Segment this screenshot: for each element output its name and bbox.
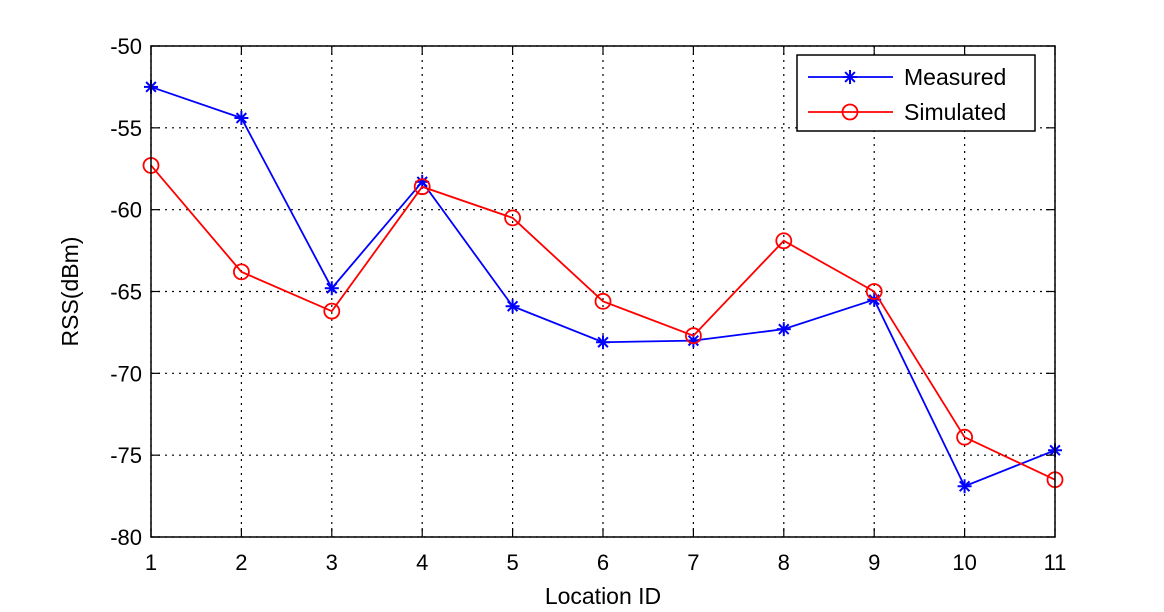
data-point xyxy=(775,232,793,250)
legend-item-simulated: Simulated xyxy=(808,99,1006,125)
series-line xyxy=(150,86,1056,488)
x-axis-label: Location ID xyxy=(545,583,661,609)
data-point xyxy=(596,335,610,350)
asterisk-stroke xyxy=(687,334,700,347)
data-point xyxy=(232,263,250,281)
asterisk-stroke xyxy=(778,323,790,335)
asterisk-stroke xyxy=(958,480,971,492)
legend-label: Measured xyxy=(904,64,1006,90)
data-point xyxy=(776,322,791,337)
x-tick-label: 2 xyxy=(235,550,247,575)
x-tick-label: 3 xyxy=(326,550,338,575)
legend-item-measured: Measured xyxy=(808,64,1006,90)
asterisk-stroke xyxy=(326,282,338,294)
data-point xyxy=(504,209,521,227)
x-tick-label: 5 xyxy=(506,550,518,575)
asterisk-stroke xyxy=(597,336,609,348)
series-line xyxy=(150,164,1056,481)
data-point xyxy=(505,299,520,314)
y-tick-label: -80 xyxy=(110,525,142,550)
data-point xyxy=(685,327,702,345)
x-tick-label: 1 xyxy=(145,550,157,575)
asterisk-stroke xyxy=(506,300,519,312)
data-point xyxy=(957,479,972,494)
data-point xyxy=(865,283,883,300)
y-tick-label: -70 xyxy=(110,361,142,386)
x-tick-label: 7 xyxy=(687,550,699,575)
y-tick-label: -60 xyxy=(110,198,142,223)
data-point xyxy=(413,178,431,196)
legend-box xyxy=(796,54,1036,132)
legend: Measured Simulated xyxy=(796,54,1036,132)
data-point xyxy=(323,302,341,320)
asterisk-stroke xyxy=(844,71,856,83)
y-axis-label: RSS(dBm) xyxy=(57,237,83,347)
ticks: 1 2 3 4 5 6 7 8 9 10 11 -50 -55 -60 -65 -70 -75 -80 xyxy=(110,34,1066,575)
y-tick-label: -55 xyxy=(110,116,142,141)
data-point xyxy=(594,292,612,310)
x-tick-label: 10 xyxy=(952,550,976,575)
y-tick-label: -65 xyxy=(110,280,142,305)
x-tick-label: 6 xyxy=(597,550,609,575)
data-point xyxy=(956,428,973,446)
legend-marker xyxy=(841,103,859,121)
legend-marker xyxy=(843,70,857,84)
x-tick-label: 9 xyxy=(868,550,880,575)
y-tick-label: -75 xyxy=(110,443,142,468)
x-tick-label: 11 xyxy=(1044,550,1067,575)
data-point xyxy=(324,281,339,296)
y-tick-label: -50 xyxy=(110,34,142,59)
legend-label: Simulated xyxy=(904,99,1006,125)
x-tick-label: 8 xyxy=(778,550,790,575)
asterisk-stroke xyxy=(235,112,248,124)
x-tick-label: 4 xyxy=(416,550,428,575)
series-layer xyxy=(142,79,1064,494)
asterisk-stroke xyxy=(416,176,428,188)
data-point xyxy=(234,111,249,126)
